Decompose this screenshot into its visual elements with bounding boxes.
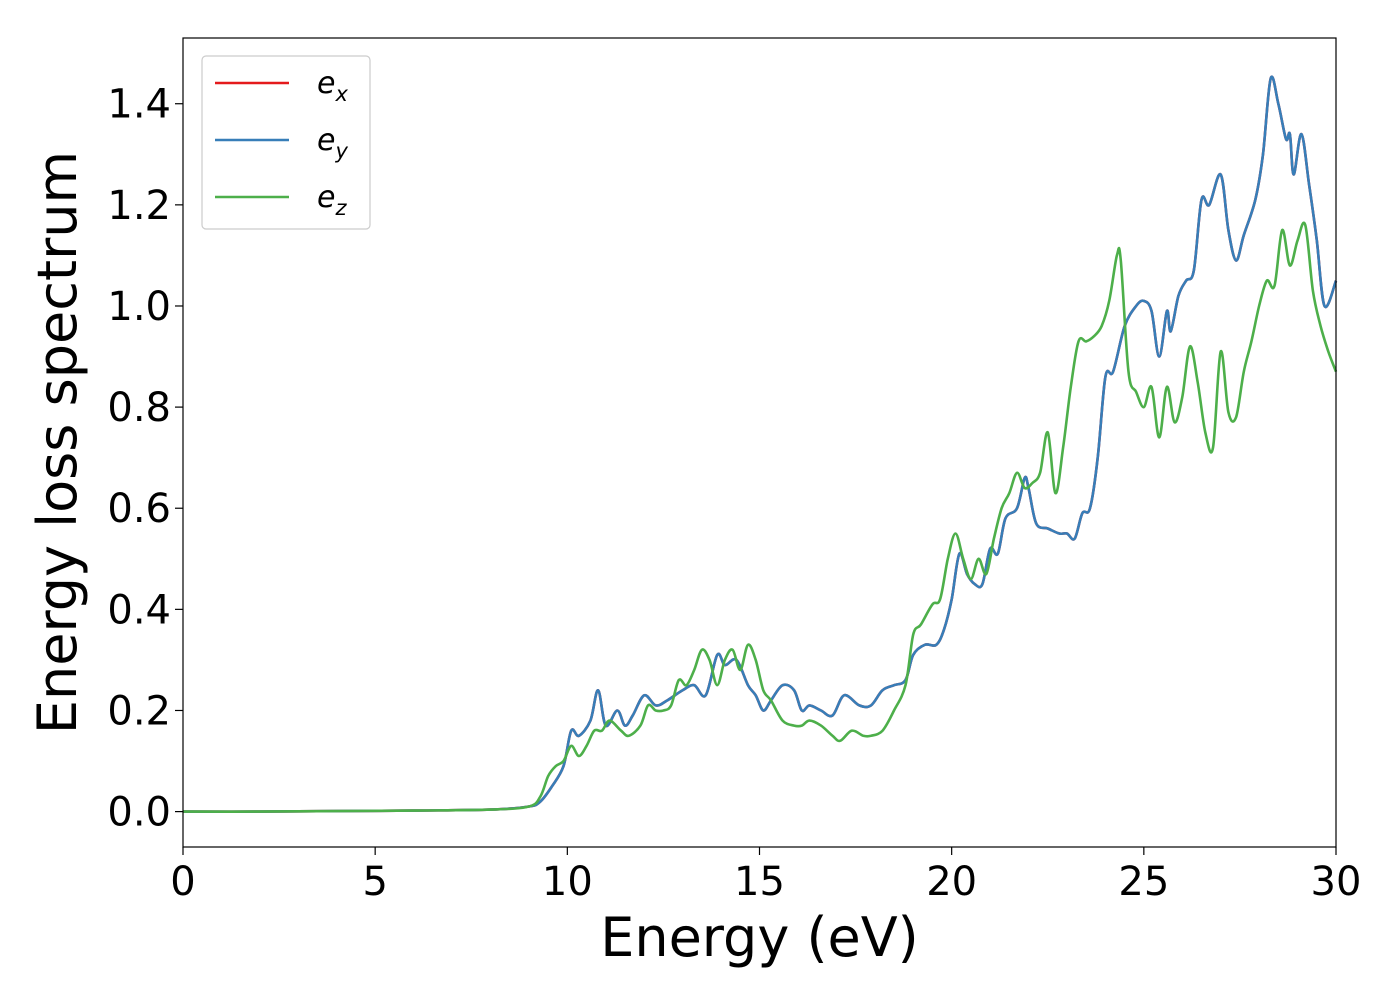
- legend-label-base: e: [317, 66, 335, 101]
- legend-box: [201, 55, 371, 230]
- x-tick-label: 20: [926, 859, 977, 905]
- x-tick-label: 25: [1118, 859, 1169, 905]
- series-line-y: [182, 75, 1338, 813]
- y-tick-label: 0.0: [107, 790, 171, 836]
- y-axis-label: Energy loss spectrum: [26, 151, 89, 734]
- y-tick-label: 1.2: [107, 183, 171, 229]
- legend-label-base: e: [317, 123, 335, 158]
- legend-label-x: ex: [317, 66, 348, 106]
- x-axis-label: Energy (eV): [600, 906, 919, 969]
- legend-label-y: ey: [317, 123, 348, 163]
- x-tick-label: 5: [362, 859, 387, 905]
- legend-label-subscript: z: [334, 196, 347, 220]
- y-tick-label: 1.0: [107, 284, 171, 330]
- y-tick-label: 0.6: [107, 486, 171, 532]
- x-tick-label: 30: [1311, 859, 1362, 905]
- series-layer: [182, 75, 1338, 813]
- y-tick-label: 0.8: [107, 385, 171, 431]
- x-tick-label: 15: [734, 859, 785, 905]
- y-tick-label: 0.4: [107, 587, 171, 633]
- legend-label-subscript: y: [334, 139, 348, 163]
- legend-label-z: ez: [317, 180, 347, 220]
- legend-label-subscript: x: [334, 82, 348, 106]
- y-tick-label: 0.2: [107, 688, 171, 734]
- y-tick-label: 1.4: [107, 82, 171, 128]
- legend-label-base: e: [317, 180, 335, 215]
- ticks-layer: 0 5 10 15 20 25 30 0.0 0.2 0.4 0.6 0.8 1.0 1.2 1.4: [107, 82, 1361, 905]
- x-tick-label: 10: [542, 859, 593, 905]
- x-tick-label: 0: [170, 859, 195, 905]
- series-line-z: [182, 221, 1338, 813]
